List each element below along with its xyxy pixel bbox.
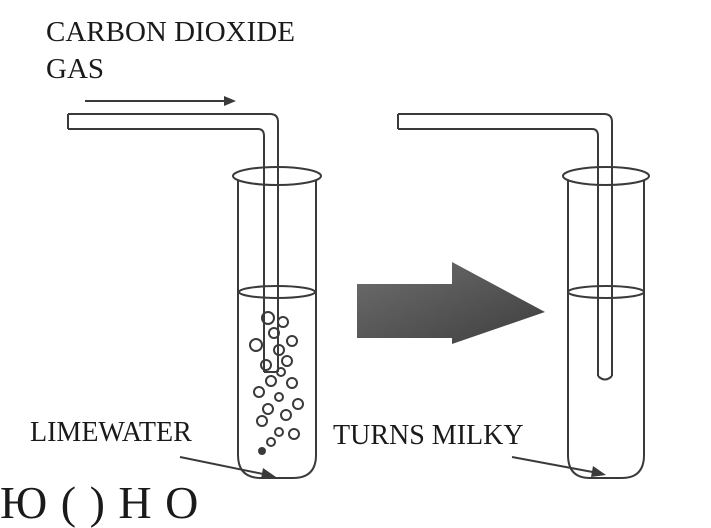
process-arrow-icon: [357, 262, 545, 344]
gas-bubbles: [249, 311, 304, 455]
turns-milky-label: TURNS MILKY: [333, 420, 524, 451]
diagram-drawing: [67, 96, 650, 479]
delivery-tube-right: [397, 113, 613, 381]
gas-flow-arrow-icon: [85, 96, 236, 106]
limewater-label: LIMEWATER: [30, 417, 192, 448]
test-tube-left: [232, 166, 322, 479]
limewater-pointer-icon: [179, 456, 276, 479]
diagram: CARBON DIOXIDE GAS LIMEWATER TURNS MILKY…: [0, 16, 650, 526]
delivery-tube-left: [67, 113, 279, 373]
cropped-equation-text: Ю ( ) H O: [0, 477, 200, 528]
milky-pointer-icon: [511, 456, 606, 477]
gas-label-line2: GAS: [46, 53, 105, 85]
test-tube-right: [562, 166, 650, 479]
gas-label-line1: CARBON DIOXIDE: [46, 16, 295, 48]
